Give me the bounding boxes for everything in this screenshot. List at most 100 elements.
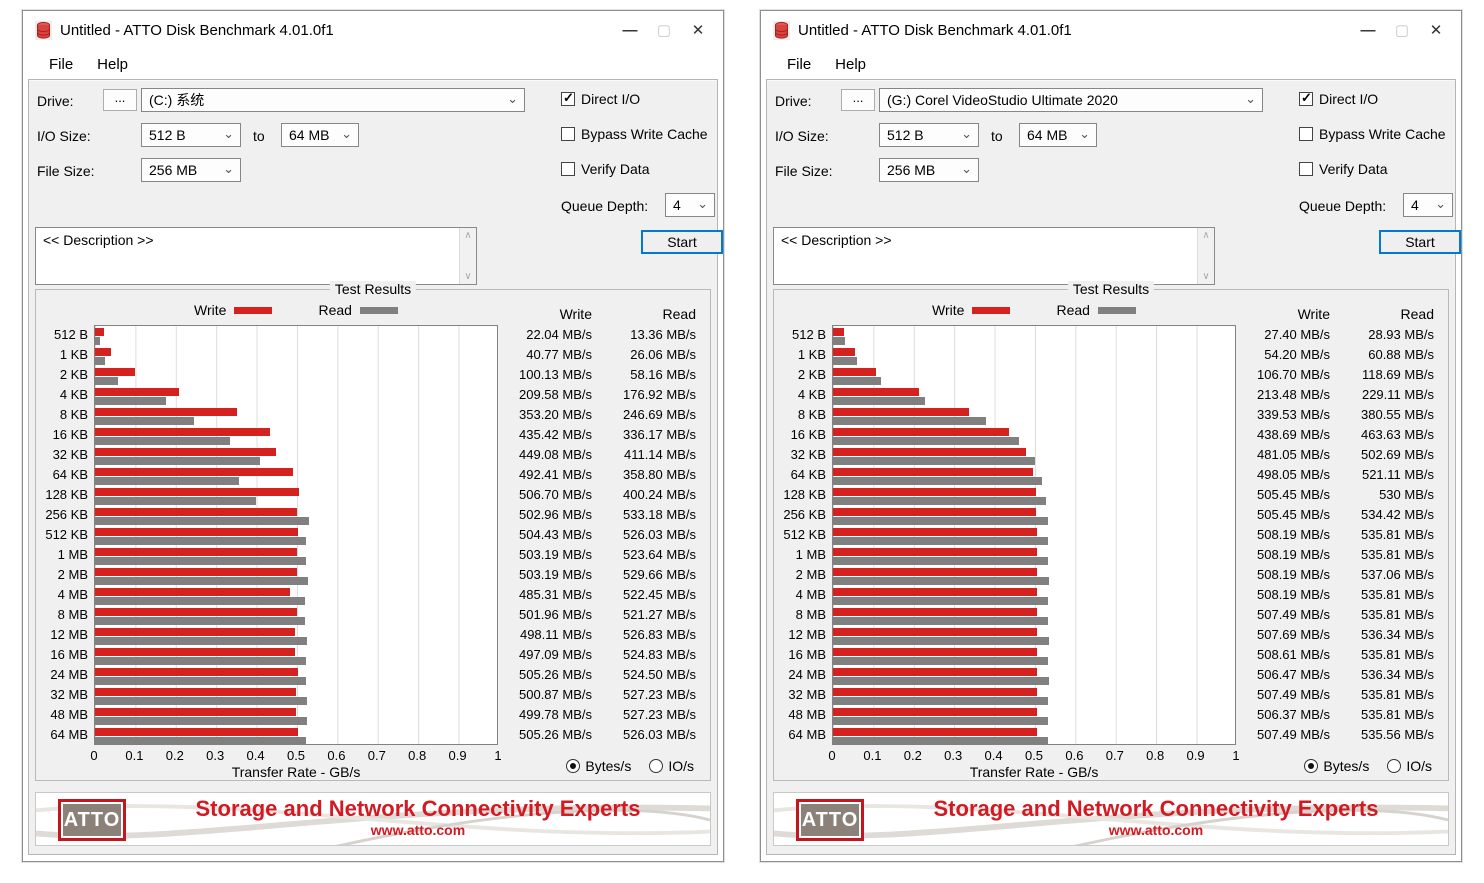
write-value: 54.20 MB/s	[1264, 347, 1330, 362]
menu-file[interactable]: File	[787, 55, 812, 73]
start-button[interactable]: Start	[1379, 230, 1461, 254]
write-value: 503.19 MB/s	[519, 567, 592, 582]
chart-bar-row	[95, 426, 497, 446]
read-bar	[833, 596, 1049, 605]
bypass-label: Bypass Write Cache	[1319, 126, 1446, 142]
menubar: File Help	[23, 49, 723, 79]
x-tick: 0.3	[944, 748, 963, 763]
file-size-select[interactable]: 256 MB ⌄	[141, 158, 241, 182]
io-per-sec-radio[interactable]: IO/s	[649, 758, 694, 774]
verify-data-checkbox[interactable]: Verify Data	[561, 161, 649, 177]
window-title: Untitled - ATTO Disk Benchmark 4.01.0f1	[60, 21, 334, 39]
write-bar	[833, 467, 1034, 476]
maximize-icon[interactable]: ▢	[1394, 22, 1410, 39]
scroll-up-icon[interactable]: ∧	[464, 230, 472, 241]
browse-button[interactable]: ...	[841, 89, 875, 111]
drive-select[interactable]: (C:) 系统 ⌄	[141, 88, 525, 112]
description-scrollbar[interactable]: ∧ ∨	[1197, 228, 1214, 284]
read-value: 526.83 MB/s	[623, 627, 696, 642]
chart-bar-row	[95, 666, 497, 686]
write-value: 449.08 MB/s	[519, 447, 592, 462]
category-label: 16 KB	[52, 427, 88, 442]
description-input[interactable]: << Description >> ∧ ∨	[35, 227, 477, 285]
x-tick: 0.7	[1105, 748, 1124, 763]
minimize-icon[interactable]: —	[1360, 21, 1376, 39]
io-per-sec-radio[interactable]: IO/s	[1387, 758, 1432, 774]
write-bar	[833, 327, 844, 336]
bytes-per-sec-radio[interactable]: Bytes/s	[566, 758, 631, 774]
write-bar	[833, 447, 1027, 456]
read-bar	[833, 376, 881, 385]
read-value: 26.06 MB/s	[630, 347, 696, 362]
scroll-down-icon[interactable]: ∨	[1202, 271, 1210, 282]
banner-url[interactable]: www.atto.com	[370, 822, 466, 838]
chevron-down-icon: ⌄	[223, 126, 234, 141]
category-label: 4 MB	[795, 587, 826, 602]
category-label: 32 KB	[52, 447, 88, 462]
chart-bar-row	[833, 566, 1235, 586]
chevron-down-icon: ⌄	[1079, 126, 1090, 141]
read-values-column: 13.36 MB/s 26.06 MB/s 58.16 MB/s 176.92 MB/…	[596, 325, 696, 745]
write-bar	[95, 567, 298, 576]
menu-file[interactable]: File	[49, 55, 74, 73]
queue-depth-value: 4	[1411, 197, 1419, 213]
write-value: 508.19 MB/s	[1257, 587, 1330, 602]
minimize-icon[interactable]: —	[622, 21, 638, 39]
io-size-to-select[interactable]: 64 MB ⌄	[281, 123, 359, 147]
read-column-header: Read	[1400, 306, 1434, 322]
chart-plot-area	[832, 325, 1236, 745]
write-bar	[95, 727, 299, 736]
io-size-from-select[interactable]: 512 B ⌄	[141, 123, 241, 147]
x-tick: 0.9	[448, 748, 467, 763]
write-value: 507.49 MB/s	[1257, 727, 1330, 742]
read-value: 358.80 MB/s	[623, 467, 696, 482]
read-value: 411.14 MB/s	[623, 447, 696, 462]
write-value: 106.70 MB/s	[1257, 367, 1330, 382]
category-label: 1 MB	[795, 547, 826, 562]
queue-depth-select[interactable]: 4 ⌄	[665, 193, 715, 217]
description-scrollbar[interactable]: ∧ ∨	[459, 228, 476, 284]
read-bar	[95, 596, 306, 605]
close-icon[interactable]: ✕	[691, 22, 705, 39]
maximize-icon[interactable]: ▢	[656, 22, 672, 39]
description-input[interactable]: << Description >> ∧ ∨	[773, 227, 1215, 285]
io-size-from-select[interactable]: 512 B ⌄	[879, 123, 979, 147]
scroll-up-icon[interactable]: ∧	[1202, 230, 1210, 241]
menu-help[interactable]: Help	[835, 55, 867, 73]
bypass-write-cache-checkbox[interactable]: Bypass Write Cache	[561, 126, 708, 142]
chart-bar-row	[95, 346, 497, 366]
bypass-write-cache-checkbox[interactable]: Bypass Write Cache	[1299, 126, 1446, 142]
verify-data-checkbox[interactable]: Verify Data	[1299, 161, 1387, 177]
read-swatch-icon	[1097, 306, 1136, 314]
menu-help[interactable]: Help	[97, 55, 129, 73]
y-axis-labels: 512 B 1 KB 2 KB 4 KB 8 KB 16 KB 32 KB 64 KB 128 …	[774, 325, 826, 745]
file-size-label: File Size:	[37, 163, 95, 179]
start-button[interactable]: Start	[641, 230, 723, 254]
drive-select[interactable]: (G:) Corel VideoStudio Ultimate 2020 ⌄	[879, 88, 1263, 112]
chart-bar-row	[95, 446, 497, 466]
unit-radio-group: Bytes/s IO/s	[1304, 758, 1432, 774]
x-axis-label: Transfer Rate - GB/s	[231, 764, 361, 780]
x-tick: 0.6	[327, 748, 346, 763]
write-value: 435.42 MB/s	[519, 427, 592, 442]
category-label: 8 KB	[797, 407, 826, 422]
io-size-to-select[interactable]: 64 MB ⌄	[1019, 123, 1097, 147]
chart-legend: Write Read	[832, 302, 1236, 318]
read-value: 537.06 MB/s	[1361, 567, 1434, 582]
read-value: 536.34 MB/s	[1361, 667, 1434, 682]
read-value: 336.17 MB/s	[623, 427, 696, 442]
file-size-select[interactable]: 256 MB ⌄	[879, 158, 979, 182]
close-icon[interactable]: ✕	[1429, 22, 1443, 39]
direct-io-checkbox[interactable]: Direct I/O	[561, 90, 640, 107]
read-value: 118.69 MB/s	[1361, 367, 1434, 382]
scroll-down-icon[interactable]: ∨	[464, 271, 472, 282]
direct-io-checkbox[interactable]: Direct I/O	[1299, 90, 1378, 107]
write-bar	[833, 727, 1037, 736]
category-label: 2 MB	[795, 567, 826, 582]
bytes-per-sec-radio[interactable]: Bytes/s	[1304, 758, 1369, 774]
queue-depth-select[interactable]: 4 ⌄	[1403, 193, 1453, 217]
banner-url[interactable]: www.atto.com	[1108, 822, 1204, 838]
write-bar	[95, 627, 296, 636]
browse-button[interactable]: ...	[103, 89, 137, 111]
app-disk-icon	[35, 20, 52, 40]
